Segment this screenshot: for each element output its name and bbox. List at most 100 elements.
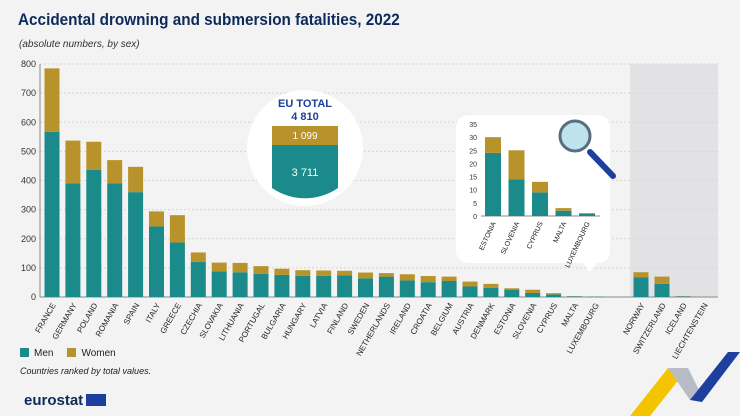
- bar-men: [86, 169, 102, 297]
- inset-y-tick-label: 15: [469, 175, 477, 182]
- bar-men: [232, 272, 248, 297]
- eu-total-men-value: 3 711: [292, 167, 319, 179]
- bar-men: [483, 287, 499, 297]
- inset-bar-women: [508, 150, 525, 180]
- bar-women: [504, 288, 520, 291]
- bar-women: [149, 211, 164, 227]
- y-tick-label: 500: [21, 146, 36, 156]
- inset-y-tick-label: 20: [469, 161, 477, 168]
- bar-women: [65, 140, 81, 184]
- inset-bar-men: [485, 152, 501, 216]
- x-tick-label: MALTA: [560, 301, 581, 328]
- inset-bar-women: [555, 208, 572, 211]
- legend-women: Women: [67, 348, 116, 359]
- y-tick-label: 800: [21, 59, 36, 69]
- inset-y-tick-label: 10: [469, 188, 477, 195]
- bar-women: [525, 289, 541, 293]
- inset-bar-women: [485, 137, 501, 153]
- y-tick-label: 400: [21, 176, 36, 186]
- bar-men: [274, 274, 290, 297]
- magnifier-handle-icon: [587, 149, 616, 179]
- bar-women: [232, 262, 248, 273]
- bar-women: [358, 272, 373, 279]
- bar-men: [633, 277, 649, 297]
- bar-men: [65, 183, 81, 297]
- inset-y-tick-label: 30: [469, 135, 477, 142]
- inset-bar-women: [532, 181, 548, 193]
- inset-y-tick-label: 25: [469, 148, 477, 155]
- chart-subtitle: (absolute numbers, by sex): [19, 39, 140, 50]
- bar-men: [44, 131, 60, 297]
- bar-women: [633, 272, 649, 278]
- eurostat-logo: eurostat: [24, 392, 107, 409]
- bar-men: [190, 262, 206, 297]
- y-tick-label: 200: [21, 234, 36, 244]
- inset-bar-men: [555, 210, 572, 216]
- bar-women: [190, 252, 206, 263]
- eu-total-value: 4 810: [291, 111, 319, 123]
- inset-bar-men: [532, 192, 548, 216]
- bar-men: [654, 283, 670, 297]
- footnote: Countries ranked by total values.: [20, 366, 152, 376]
- legend: Men Women: [20, 348, 116, 359]
- inset-y-tick-label: 35: [469, 122, 477, 129]
- bar-men: [525, 292, 541, 297]
- x-tick-label: LATVIA: [308, 301, 330, 329]
- y-tick-label: 700: [21, 88, 36, 98]
- bar-women: [274, 268, 290, 275]
- bar-women: [654, 276, 670, 284]
- eu-total-men-bar: [272, 145, 338, 199]
- bar-women: [44, 68, 60, 132]
- bar-women: [128, 166, 144, 193]
- bar-women: [441, 276, 457, 281]
- bar-men: [358, 278, 373, 297]
- bar-men: [420, 282, 436, 297]
- y-tick-label: 600: [21, 117, 36, 127]
- inset-bar-men: [508, 179, 525, 216]
- inset-bar-men: [579, 213, 595, 216]
- bar-men: [253, 273, 269, 297]
- bar-women: [483, 283, 499, 288]
- bar-men: [462, 286, 478, 297]
- bar-men: [378, 276, 394, 297]
- bar-men: [295, 275, 311, 297]
- bar-men: [546, 294, 562, 297]
- bar-men: [337, 275, 353, 297]
- eu-total-women-bar: [272, 126, 338, 145]
- bar-women: [169, 215, 185, 243]
- inset-pointer: [583, 263, 597, 272]
- bar-men: [441, 280, 457, 297]
- bar-women: [399, 274, 415, 281]
- eu-total-label: EU TOTAL: [278, 98, 332, 110]
- inset-y-tick-label: 5: [473, 201, 477, 208]
- bar-men: [107, 183, 123, 297]
- bar-women: [378, 273, 394, 277]
- bar-women: [316, 270, 332, 276]
- bar-women: [420, 276, 436, 283]
- eu-total-women-value: 1 099: [292, 131, 317, 142]
- bar-women: [462, 281, 478, 287]
- bar-women: [295, 270, 311, 276]
- bar-men: [675, 296, 691, 297]
- y-tick-label: 100: [21, 263, 36, 273]
- bar-men: [399, 280, 415, 297]
- bar-women: [546, 293, 562, 295]
- y-tick-label: 300: [21, 205, 36, 215]
- legend-men: Men: [20, 348, 53, 359]
- x-tick-label: CYPRUS: [535, 302, 559, 335]
- bar-women: [337, 270, 353, 276]
- bar-women: [211, 262, 227, 272]
- bar-women: [86, 141, 102, 170]
- bar-men: [567, 296, 582, 297]
- bar-men: [211, 271, 227, 297]
- decor-grey-ribbon: [668, 368, 700, 400]
- inset-y-tick-label: 0: [473, 214, 477, 221]
- bar-women: [253, 266, 269, 274]
- bar-men: [128, 192, 144, 297]
- chart-title: Accidental drowning and submersion fatal…: [18, 10, 400, 29]
- y-tick-label: 0: [31, 292, 36, 302]
- bar-men: [169, 242, 185, 297]
- bar-women: [107, 160, 123, 184]
